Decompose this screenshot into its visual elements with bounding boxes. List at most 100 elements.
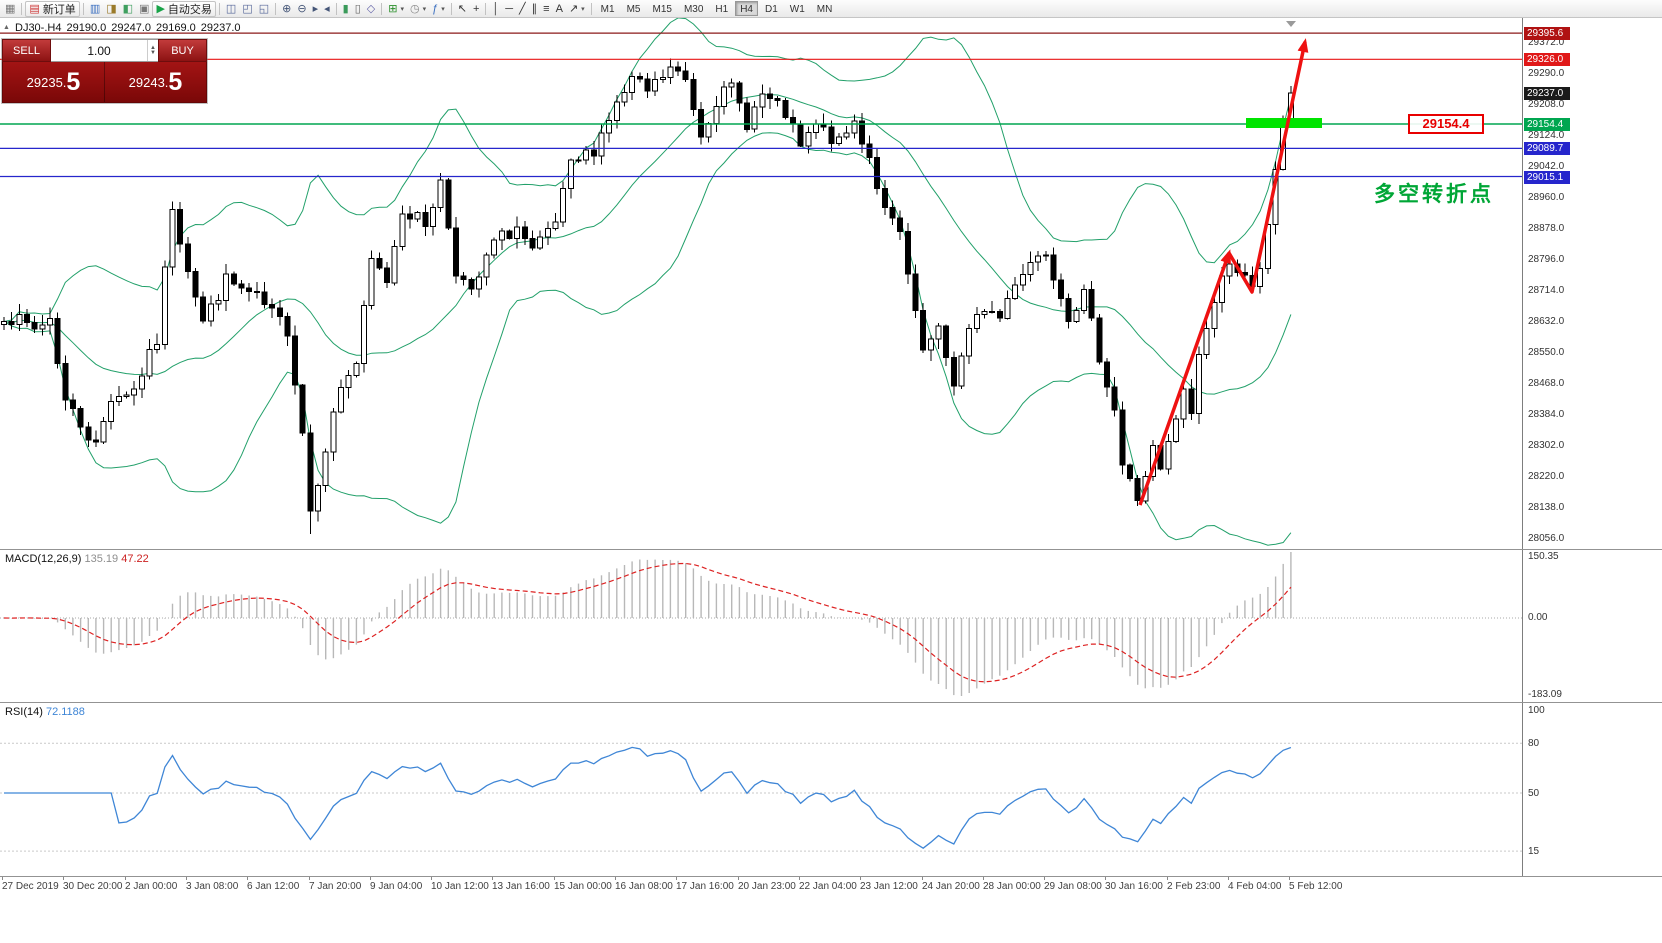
time-axis[interactable]: 27 Dec 2019 30 Dec 20:00 2 Jan 00:00 3 Jan … — [0, 877, 1662, 897]
price-tick: 29124.0 — [1528, 130, 1565, 141]
chart-shift-marker[interactable] — [1286, 21, 1296, 27]
zoom-in-icon: ⊕ — [282, 2, 292, 15]
time-tick — [615, 877, 616, 880]
candlestick-chart-button[interactable]: ▯ — [352, 1, 364, 17]
price-level-label[interactable]: 29154.4 — [1408, 114, 1484, 134]
sell-button[interactable]: SELL — [2, 39, 51, 62]
market-watch-button[interactable]: ▥ — [87, 1, 103, 17]
trend-arrow-2[interactable] — [1227, 38, 1309, 294]
timeframe-mn-button[interactable]: MN — [816, 4, 833, 15]
panel-separator[interactable] — [0, 702, 1662, 703]
bollinger-upper-band — [3, 18, 1292, 322]
timeframe-m15-button[interactable]: M15 — [652, 4, 672, 15]
data-window-button[interactable]: ◨ — [103, 1, 119, 17]
arrows-tool-button[interactable]: ↗ ▾ — [566, 1, 588, 17]
time-label: 29 Jan 08:00 — [1044, 881, 1102, 892]
volume-up-icon[interactable]: ▲ — [150, 44, 156, 51]
fibonacci-button[interactable]: ≡ — [540, 1, 552, 17]
zoom-in-button[interactable]: ⊕ — [279, 1, 294, 17]
volume-down-icon[interactable]: ▼ — [150, 49, 156, 56]
terminal-button[interactable]: ▣ — [136, 1, 152, 17]
navigator-button[interactable]: ◧ — [120, 1, 136, 17]
price-tick: 28550.0 — [1528, 347, 1565, 358]
chart-window-button[interactable]: ▦ — [2, 1, 18, 17]
crosshair-button[interactable]: + — [470, 1, 482, 17]
auto-trading-label: 自动交易 — [167, 3, 212, 16]
zoom-out-button[interactable]: ⊖ — [294, 1, 309, 17]
price-scale[interactable]: 29372.0 29290.0 29208.0 29124.0 29042.0 28960… — [1522, 18, 1662, 549]
new-order-button[interactable]: ▤ 新订单 — [25, 0, 80, 17]
cascade-windows-button[interactable]: ◰ — [239, 1, 255, 17]
dropdown-caret-icon[interactable]: ▾ — [441, 5, 445, 13]
dropdown-caret-icon[interactable]: ▾ — [400, 5, 404, 13]
price-tick: 29372.0 — [1528, 37, 1565, 48]
horizontal-line-button[interactable]: ─ — [502, 1, 516, 17]
crosshair-icon: + — [472, 2, 480, 15]
volume-input[interactable] — [51, 40, 147, 61]
time-tick — [247, 877, 248, 880]
tile-windows-button[interactable]: ◫ — [223, 1, 239, 17]
time-label: 28 Jan 00:00 — [983, 881, 1041, 892]
panel-separator[interactable] — [0, 876, 1662, 877]
time-tick — [492, 877, 493, 880]
time-label: 13 Jan 16:00 — [492, 881, 550, 892]
profiles-button[interactable]: ◷ ▾ — [407, 1, 429, 17]
green-highlight-zone[interactable] — [1246, 118, 1322, 128]
line-chart-button[interactable]: ◇ — [364, 1, 378, 17]
rsi-line — [4, 746, 1292, 849]
timeframe-d1-button[interactable]: D1 — [764, 4, 778, 15]
toolbar-group-1: ▤ 新订单 — [25, 0, 80, 17]
timeframe-w1-button[interactable]: W1 — [789, 4, 805, 15]
volume-field: ▲ ▼ — [51, 39, 158, 62]
trend-arrow-1[interactable] — [1138, 249, 1231, 506]
price-marker-29395.6: 29395.6 — [1524, 27, 1570, 40]
price-tick: 28468.0 — [1528, 378, 1565, 389]
main-chart-region[interactable]: ▲ DJ30-.H4 29190.0 29247.0 29169.0 29237.0 S… — [0, 18, 1522, 549]
toolbar-separator — [485, 2, 487, 15]
time-tick — [1105, 877, 1106, 880]
ohlc-collapse-icon[interactable]: ▲ — [3, 24, 10, 31]
buy-price[interactable]: 29243. 5 — [105, 62, 206, 102]
indicators-icon: ƒ — [432, 2, 439, 15]
top-toolbar: ▦ ▤ 新订单 ▥ ◨ ◧ ▣ ▶ 自动交易 ◫ ◰ ◱ ⊕ ⊖ ▸ ◂ ▮ ▯ ◇ ⊞ ▾ ◷ ▾ ƒ ▾ ↖ + │ ─ ╱ ∥ ≡ A ↗ ▾… — [0, 0, 1662, 18]
bar-chart-button[interactable]: ▮ — [340, 1, 352, 17]
buy-button[interactable]: BUY — [158, 39, 207, 62]
dropdown-caret-icon[interactable]: ▾ — [422, 5, 427, 13]
panel-separator[interactable] — [0, 549, 1662, 550]
data-window-icon: ◨ — [106, 2, 117, 15]
time-tick — [983, 877, 984, 880]
price-tick: 29290.0 — [1528, 68, 1565, 79]
time-label: 10 Jan 12:00 — [431, 881, 489, 892]
volume-spinner[interactable]: ▲ ▼ — [147, 40, 158, 61]
timeframe-m5-button[interactable]: M5 — [626, 4, 641, 15]
timeframe-h4-button[interactable]: H4 — [735, 1, 758, 16]
new-chart-button[interactable]: ⊞ ▾ — [385, 1, 407, 17]
indicators-button[interactable]: ƒ ▾ — [429, 1, 448, 17]
vertical-line-button[interactable]: │ — [489, 1, 502, 17]
timeframe-m1-button[interactable]: M1 — [600, 4, 615, 15]
auto-trading-button[interactable]: ▶ 自动交易 — [152, 0, 216, 17]
dropdown-caret-icon[interactable]: ▾ — [581, 5, 585, 13]
time-tick — [738, 877, 739, 880]
channel-button[interactable]: ∥ — [529, 1, 541, 17]
navigator-icon: ◧ — [122, 2, 134, 15]
toolbar-separator — [21, 2, 23, 15]
timeframe-m30-button[interactable]: M30 — [683, 4, 704, 15]
cursor-button[interactable]: ↖ — [455, 1, 470, 17]
fibonacci-icon: ≡ — [543, 2, 550, 15]
sell-price[interactable]: 29235. 5 — [3, 62, 104, 102]
text-label-button[interactable]: A — [553, 1, 566, 17]
auto-scroll-button[interactable]: ▸ — [310, 1, 322, 17]
rsi-scale-label: 80 — [1528, 738, 1540, 749]
toolbar-group-7: ↖ + — [455, 1, 483, 17]
toolbar-separator — [381, 2, 383, 15]
timeframe-h1-button[interactable]: H1 — [715, 4, 729, 15]
price-tick: 28632.0 — [1528, 316, 1565, 327]
price-tick: 28384.0 — [1528, 409, 1565, 420]
trendline-button[interactable]: ╱ — [516, 1, 529, 17]
chart-shift-button[interactable]: ◂ — [321, 1, 333, 17]
time-label: 3 Jan 08:00 — [186, 881, 239, 892]
toolbar-group-8: │ ─ ╱ ∥ ≡ A ↗ ▾ — [489, 1, 587, 17]
time-label: 15 Jan 00:00 — [554, 881, 612, 892]
arrange-windows-button[interactable]: ◱ — [256, 1, 272, 17]
